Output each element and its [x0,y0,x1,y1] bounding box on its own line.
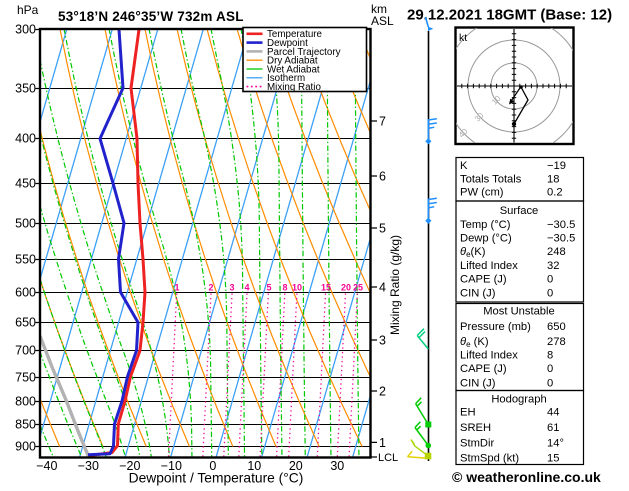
svg-text:0: 0 [209,459,216,473]
svg-text:Isotherm: Isotherm [267,73,305,84]
svg-text:−10: −10 [161,459,182,473]
svg-text:3: 3 [229,283,234,293]
svg-text:44: 44 [547,407,559,419]
svg-text:650: 650 [15,316,36,330]
svg-text:350: 350 [15,82,36,96]
svg-text:8: 8 [282,283,287,293]
svg-text:650: 650 [547,321,566,333]
svg-text:53°18’N 246°35’W 732m ASL: 53°18’N 246°35’W 732m ASL [58,9,244,24]
svg-text:−30.5: −30.5 [547,219,575,231]
svg-text:5: 5 [379,222,386,236]
svg-text:15: 15 [321,283,331,293]
svg-text:0: 0 [547,288,553,300]
svg-text:−19: −19 [547,160,566,172]
svg-text:Pressure (mb): Pressure (mb) [460,321,531,333]
svg-text:278: 278 [547,336,566,348]
svg-text:Dry Adiabat: Dry Adiabat [267,56,318,67]
svg-text:Dewpoint: Dewpoint [267,38,308,49]
svg-text:km: km [371,2,387,16]
svg-text:450: 450 [15,177,36,191]
svg-text:θe (K): θe (K) [460,336,489,349]
svg-text:30: 30 [330,459,344,473]
svg-text:StmSpd (kt): StmSpd (kt) [460,453,519,465]
svg-text:Most Unstable: Most Unstable [483,306,555,318]
svg-text:Lifted Index: Lifted Index [460,260,518,272]
svg-text:Hodograph: Hodograph [491,394,546,406]
svg-text:3: 3 [379,334,386,348]
svg-text:61: 61 [547,422,559,434]
svg-text:850: 850 [15,418,36,432]
svg-text:EH: EH [460,407,476,419]
svg-text:CAPE (J): CAPE (J) [460,274,507,286]
svg-text:14°: 14° [547,438,564,450]
svg-text:LCL: LCL [378,452,398,464]
svg-text:8: 8 [547,350,553,362]
svg-text:CAPE (J): CAPE (J) [460,363,507,375]
svg-text:−40: −40 [36,459,57,473]
svg-text:6: 6 [379,170,386,184]
svg-text:800: 800 [15,395,36,409]
svg-text:4: 4 [244,283,249,293]
svg-text:4: 4 [379,281,386,295]
svg-text:248: 248 [547,246,566,258]
svg-text:15: 15 [547,453,559,465]
svg-text:Lifted Index: Lifted Index [460,350,518,362]
svg-text:StmDir: StmDir [460,438,494,450]
svg-text:ASL: ASL [371,14,394,28]
svg-text:Mixing Ratio: Mixing Ratio [267,82,321,93]
svg-text:400: 400 [15,132,36,146]
svg-text:10: 10 [247,459,261,473]
svg-text:32: 32 [547,260,559,272]
svg-text:Wet Adiabat: Wet Adiabat [267,64,320,75]
svg-text:2: 2 [379,385,386,399]
svg-text:Temp (°C): Temp (°C) [460,219,511,231]
svg-text:kt: kt [459,32,467,44]
svg-text:700: 700 [15,344,36,358]
svg-text:600: 600 [15,286,36,300]
svg-text:1: 1 [379,436,386,450]
svg-text:CIN (J): CIN (J) [460,378,496,390]
svg-text:Dewp (°C): Dewp (°C) [460,233,512,245]
svg-text:−20: −20 [119,459,140,473]
svg-text:Surface: Surface [500,205,539,217]
svg-text:0.2: 0.2 [547,187,563,199]
svg-text:−30: −30 [78,459,99,473]
svg-text:1: 1 [174,283,179,293]
svg-text:20: 20 [289,459,303,473]
svg-text:10: 10 [292,283,302,293]
svg-text:Temperature: Temperature [267,29,323,40]
svg-text:2: 2 [208,283,213,293]
svg-text:900: 900 [15,440,36,454]
svg-text:SREH: SREH [460,422,491,434]
svg-text:29.12.2021 18GMT (Base: 12): 29.12.2021 18GMT (Base: 12) [407,7,612,24]
svg-text:−30.5: −30.5 [547,233,575,245]
svg-text:25: 25 [353,283,363,293]
svg-text:500: 500 [15,217,36,231]
svg-text:300: 300 [15,23,36,37]
svg-text:K: K [460,160,468,172]
svg-text:550: 550 [15,253,36,267]
svg-text:0: 0 [547,363,553,375]
svg-text:0: 0 [547,378,553,390]
svg-text:20: 20 [341,283,351,293]
svg-text:5: 5 [266,283,271,293]
svg-text:© weatheronline.co.uk: © weatheronline.co.uk [452,469,601,485]
svg-text:0: 0 [547,274,553,286]
svg-text:7: 7 [379,115,386,129]
svg-text:Parcel Trajectory: Parcel Trajectory [267,47,341,58]
svg-text:18: 18 [547,174,559,186]
svg-text:θe(K): θe(K) [460,246,486,259]
svg-text:Mixing Ratio (g/kg): Mixing Ratio (g/kg) [388,235,402,335]
svg-text:750: 750 [15,371,36,385]
svg-text:CIN (J): CIN (J) [460,288,496,300]
svg-text:Totals Totals: Totals Totals [460,174,522,186]
svg-text:PW (cm): PW (cm) [460,187,504,199]
svg-text:hPa: hPa [17,3,39,17]
svg-text:Dewpoint / Temperature (°C): Dewpoint / Temperature (°C) [129,471,304,486]
